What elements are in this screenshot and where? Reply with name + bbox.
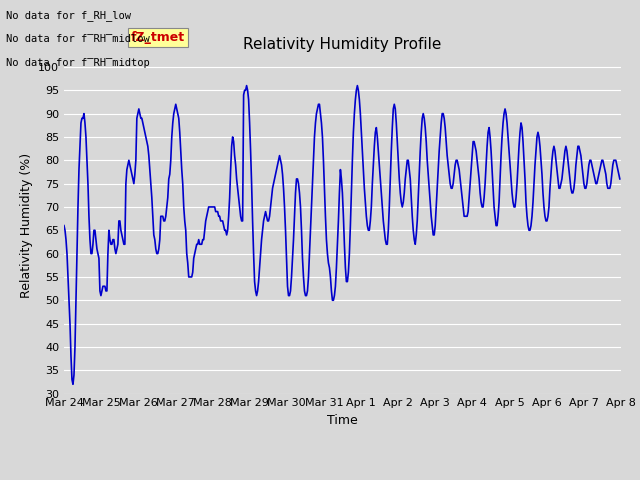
Title: Relativity Humidity Profile: Relativity Humidity Profile <box>243 37 442 52</box>
Text: fZ_tmet: fZ_tmet <box>131 31 185 44</box>
Text: No data for f̅RH̅midtop: No data for f̅RH̅midtop <box>6 58 150 68</box>
Text: No data for f̅RH̅midlow: No data for f̅RH̅midlow <box>6 34 150 44</box>
Y-axis label: Relativity Humidity (%): Relativity Humidity (%) <box>20 153 33 298</box>
Text: No data for f_RH_low: No data for f_RH_low <box>6 10 131 21</box>
X-axis label: Time: Time <box>327 414 358 427</box>
